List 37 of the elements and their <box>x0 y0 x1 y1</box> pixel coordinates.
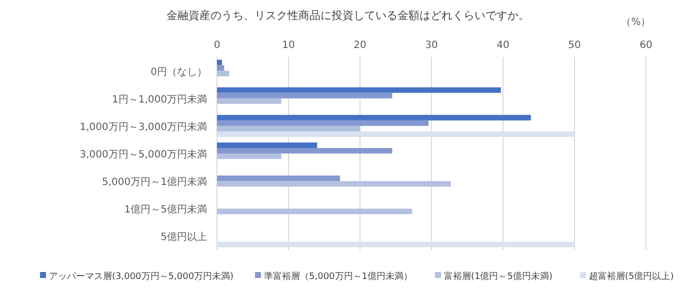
legend-label: アッパーマス層(3,000万円～5,000万円未満) <box>49 271 234 282</box>
bar <box>217 70 230 76</box>
bar <box>217 242 574 248</box>
y-tick-label: 3,000万円～5,000万円未満 <box>80 148 207 160</box>
bar <box>217 98 282 104</box>
bar <box>217 176 340 182</box>
x-tick-label: 10 <box>282 40 295 51</box>
bar <box>217 120 429 126</box>
x-tick-label: 0 <box>214 40 220 51</box>
y-tick-label: 5億円以上 <box>160 231 207 244</box>
x-tick-label: 20 <box>354 40 366 51</box>
bar <box>217 154 282 160</box>
x-tick-label: 50 <box>568 40 581 51</box>
bar <box>217 148 392 154</box>
bar <box>217 60 222 66</box>
bar <box>217 142 318 148</box>
bar <box>217 92 392 98</box>
x-tick-label: 40 <box>496 40 510 51</box>
x-axis-title: （%） <box>621 17 651 28</box>
y-tick-label: 1円～1,000万円未満 <box>112 93 207 106</box>
bar <box>217 126 360 132</box>
legend-label: 超富裕層(5億円以上) <box>589 271 674 282</box>
x-tick-label: 30 <box>425 40 438 51</box>
bar <box>217 181 451 187</box>
legend-label: 準富裕層（5,000万円～1億円未満） <box>264 271 412 282</box>
bar <box>217 131 574 137</box>
y-tick-label: 1億円～5億円未満 <box>124 204 207 216</box>
y-tick-label: 5,000万円～1億円未満 <box>102 176 207 188</box>
y-tick-label: 1,000万円～3,000万円未満 <box>80 120 207 133</box>
x-tick-label: 60 <box>640 40 652 51</box>
bar <box>217 208 412 214</box>
bar <box>217 87 501 93</box>
chart-title: 金融資産のうち、リスク性商品に投資している金額はどれくらいですか。 <box>166 9 530 22</box>
bar <box>217 114 531 120</box>
bar <box>217 65 224 71</box>
legend-label: 富裕層(1億円～5億円未満) <box>444 271 552 282</box>
y-tick-label: 0円（なし） <box>150 66 207 78</box>
